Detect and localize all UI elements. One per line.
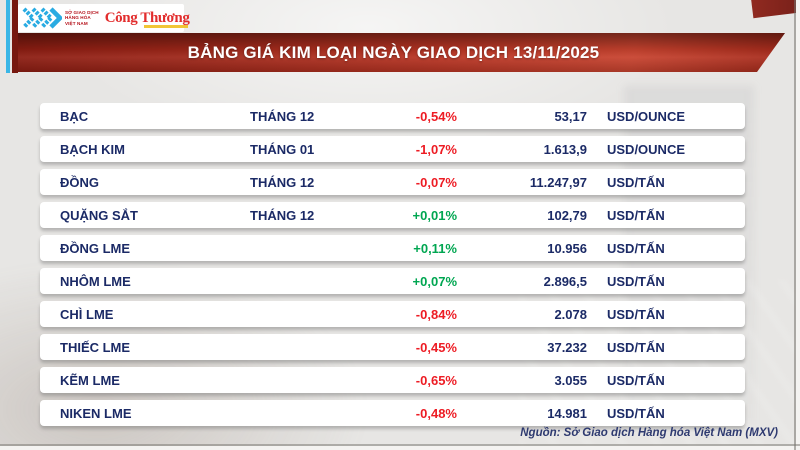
contract-month: THÁNG 01 [250, 141, 315, 157]
mxv-logo: SỞ GIAO DỊCH HÀNG HÓA VIỆT NAM [22, 7, 99, 29]
price-value: 10.956 [547, 240, 587, 256]
price-value: 3.055 [554, 372, 587, 388]
mxv-logo-text: SỞ GIAO DỊCH HÀNG HÓA VIỆT NAM [65, 10, 99, 26]
commodity-name: ĐỒNG [60, 174, 99, 190]
price-unit: USD/OUNCE [607, 108, 686, 124]
price-change: -0,45% [415, 339, 457, 355]
price-unit: USD/TẤN [607, 207, 665, 223]
price-value: 37.232 [547, 339, 587, 355]
commodity-name: CHÌ LME [60, 306, 114, 322]
price-unit: USD/TẤN [607, 339, 665, 355]
price-value: 11.247,97 [529, 174, 587, 190]
price-value: 1.613,9 [543, 141, 587, 157]
price-change: -0,84% [415, 306, 457, 322]
price-table: BẠC THÁNG 12 -0,54% 53,17 USD/OUNCE BẠCH KIM T… [40, 103, 745, 433]
price-unit: USD/TẤN [607, 306, 665, 322]
commodity-name: BẠC [60, 108, 89, 124]
logo-bar: SỞ GIAO DỊCH HÀNG HÓA VIỆT NAM Công Thươ… [18, 4, 190, 32]
contract-month: THÁNG 12 [250, 108, 315, 124]
price-unit: USD/TẤN [607, 240, 665, 256]
price-change: -0,65% [415, 372, 457, 388]
table-row: NHÔM LME +0,07% 2.896,5 USD/TẤN [40, 268, 745, 294]
commodity-name: BẠCH KIM [60, 141, 125, 157]
page-edge-bottom [0, 444, 800, 446]
commodity-name: ĐỒNG LME [60, 240, 131, 256]
congthuong-logo-underline [144, 24, 189, 28]
commodity-name: NHÔM LME [60, 273, 131, 289]
mxv-logo-line3: VIỆT NAM [65, 20, 88, 26]
price-change: +0,07% [412, 273, 457, 289]
price-unit: USD/TẤN [607, 405, 665, 421]
commodity-name: THIẾC LME [60, 339, 131, 355]
price-change: -0,07% [415, 174, 457, 190]
price-unit: USD/OUNCE [607, 141, 686, 157]
price-change: -1,07% [415, 141, 457, 157]
price-change: -0,48% [415, 405, 457, 421]
price-change: -0,54% [415, 108, 457, 124]
corner-red-decoration [750, 0, 800, 19]
price-unit: USD/TẤN [607, 372, 665, 388]
table-row: ĐỒNG LME +0,11% 10.956 USD/TẤN [40, 235, 745, 261]
table-row: QUẶNG SẮT THÁNG 12 +0,01% 102,79 USD/TẤN [40, 202, 745, 228]
contract-month: THÁNG 12 [250, 174, 315, 190]
price-value: 102,79 [547, 207, 587, 223]
table-row: KẼM LME -0,65% 3.055 USD/TẤN [40, 367, 745, 393]
page-edge-right-outer [796, 0, 800, 450]
table-row: ĐỒNG THÁNG 12 -0,07% 11.247,97 USD/TẤN [40, 169, 745, 195]
table-row: CHÌ LME -0,84% 2.078 USD/TẤN [40, 301, 745, 327]
page-edge-bottom-outer [0, 446, 800, 450]
congthuong-logo: Công Thương [104, 9, 190, 28]
page-edge-right [794, 0, 796, 450]
price-value: 53,17 [554, 108, 587, 124]
price-change: +0,01% [412, 207, 457, 223]
title-banner: BẢNG GIÁ KIM LOẠI NGÀY GIAO DỊCH 13/11/2… [18, 33, 785, 72]
left-accent-stripe-cyan [6, 0, 10, 73]
commodity-name: KẼM LME [60, 372, 120, 388]
price-value: 14.981 [547, 405, 587, 421]
source-note: Nguồn: Sở Giao dịch Hàng hóa Việt Nam (M… [520, 427, 778, 439]
mxv-chevrons-icon [22, 7, 62, 29]
price-unit: USD/TẤN [607, 273, 665, 289]
congthuong-logo-text: Công Thương [104, 9, 190, 26]
table-row: BẠCH KIM THÁNG 01 -1,07% 1.613,9 USD/OUNCE [40, 136, 745, 162]
price-change: +0,11% [413, 240, 457, 256]
commodity-name: QUẶNG SẮT [60, 207, 138, 223]
table-row: NIKEN LME -0,48% 14.981 USD/TẤN [40, 400, 745, 426]
table-row: THIẾC LME -0,45% 37.232 USD/TẤN [40, 334, 745, 360]
contract-month: THÁNG 12 [250, 207, 315, 223]
page-title: BẢNG GIÁ KIM LOẠI NGÀY GIAO DỊCH 13/11/2… [187, 42, 600, 62]
price-value: 2.078 [554, 306, 587, 322]
table-row: BẠC THÁNG 12 -0,54% 53,17 USD/OUNCE [40, 103, 745, 129]
commodity-name: NIKEN LME [60, 405, 132, 421]
price-unit: USD/TẤN [607, 174, 665, 190]
price-value: 2.896,5 [543, 273, 587, 289]
